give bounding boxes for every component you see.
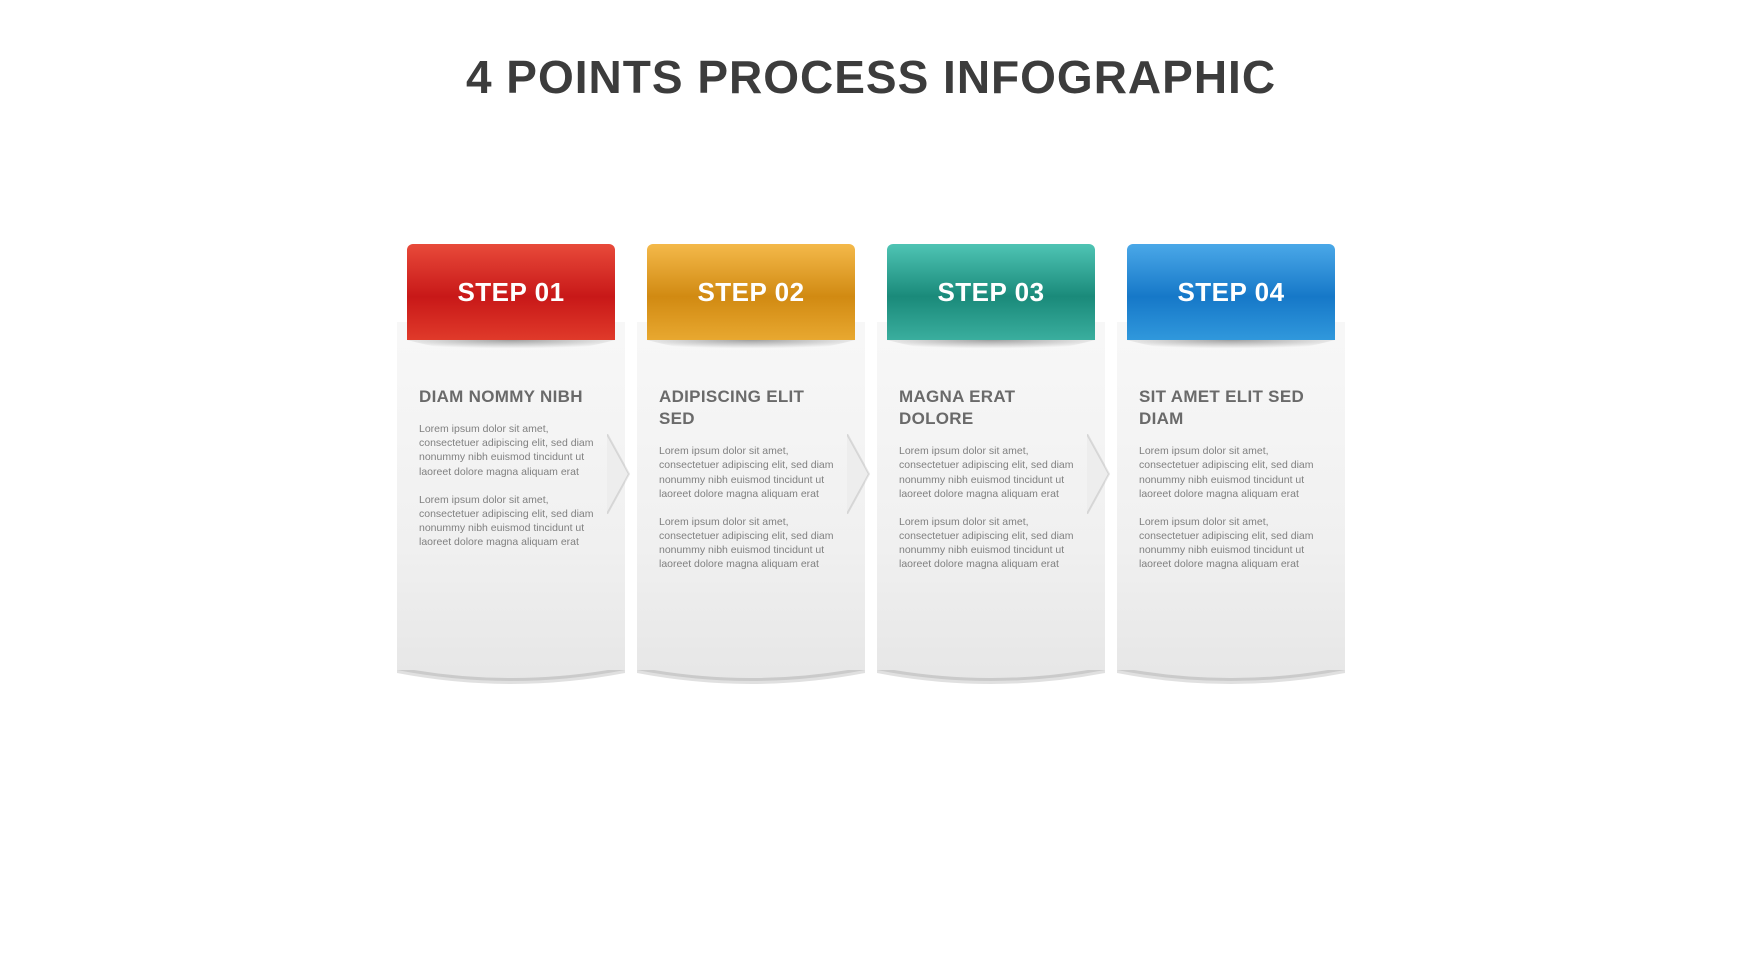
step-card-3: STEP 03 MAGNA ERAT DOLORE Lorem ipsum do… — [877, 244, 1105, 684]
step-card-1: STEP 01 DIAM NOMMY NIBH Lorem ipsum dolo… — [397, 244, 625, 684]
step-card-4: STEP 04 SIT AMET ELIT SED DIAM Lorem ips… — [1117, 244, 1345, 684]
infographic-container: 4 POINTS PROCESS INFOGRAPHIC STEP 01 DIA… — [0, 0, 1742, 684]
step-para-1a: Lorem ipsum dolor sit amet, consectetuer… — [419, 422, 603, 479]
main-title: 4 POINTS PROCESS INFOGRAPHIC — [0, 50, 1742, 104]
cards-wrapper: STEP 01 DIAM NOMMY NIBH Lorem ipsum dolo… — [0, 244, 1742, 684]
step-heading-3: MAGNA ERAT DOLORE — [899, 386, 1083, 430]
step-para-3b: Lorem ipsum dolor sit amet, consectetuer… — [899, 515, 1083, 572]
step-header-3: STEP 03 — [887, 244, 1095, 340]
step-header-1: STEP 01 — [407, 244, 615, 340]
step-heading-4: SIT AMET ELIT SED DIAM — [1139, 386, 1323, 430]
step-body-3: MAGNA ERAT DOLORE Lorem ipsum dolor sit … — [877, 340, 1105, 684]
step-para-3a: Lorem ipsum dolor sit amet, consectetuer… — [899, 444, 1083, 501]
step-para-1b: Lorem ipsum dolor sit amet, consectetuer… — [419, 493, 603, 550]
step-label-1: STEP 01 — [457, 277, 564, 308]
step-para-2a: Lorem ipsum dolor sit amet, consectetuer… — [659, 444, 843, 501]
step-heading-2: ADIPISCING ELIT SED — [659, 386, 843, 430]
step-label-2: STEP 02 — [697, 277, 804, 308]
step-body-2: ADIPISCING ELIT SED Lorem ipsum dolor si… — [637, 340, 865, 684]
step-header-4: STEP 04 — [1127, 244, 1335, 340]
step-card-2: STEP 02 ADIPISCING ELIT SED Lorem ipsum … — [637, 244, 865, 684]
step-label-4: STEP 04 — [1177, 277, 1284, 308]
step-heading-1: DIAM NOMMY NIBH — [419, 386, 603, 408]
step-label-3: STEP 03 — [937, 277, 1044, 308]
step-body-1: DIAM NOMMY NIBH Lorem ipsum dolor sit am… — [397, 340, 625, 684]
step-para-4b: Lorem ipsum dolor sit amet, consectetuer… — [1139, 515, 1323, 572]
step-para-4a: Lorem ipsum dolor sit amet, consectetuer… — [1139, 444, 1323, 501]
step-header-2: STEP 02 — [647, 244, 855, 340]
step-body-4: SIT AMET ELIT SED DIAM Lorem ipsum dolor… — [1117, 340, 1345, 684]
step-para-2b: Lorem ipsum dolor sit amet, consectetuer… — [659, 515, 843, 572]
